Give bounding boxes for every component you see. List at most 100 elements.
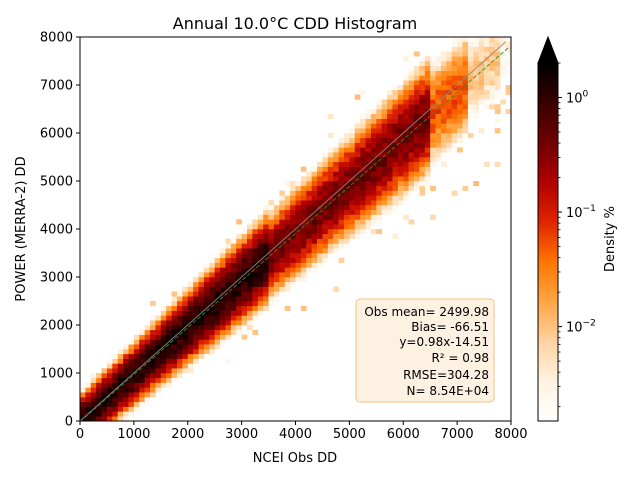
heatmap-cell-sparse [171,291,178,297]
heatmap-cell [484,37,490,43]
heatmap-cell [349,128,356,134]
heatmap-cell [327,176,334,182]
heatmap-cell [397,185,404,191]
heatmap-cell [360,185,366,191]
heatmap-cell [300,248,307,254]
heatmap-cell [397,137,404,143]
heatmap-cell [306,200,312,206]
heatmap-cell [171,373,178,379]
heatmap-cell [176,325,183,331]
heatmap-cell [397,181,404,187]
heatmap-cell [376,185,382,191]
heatmap-cell-sparse [484,161,490,167]
heatmap-cell [263,233,269,239]
heatmap-cell-sparse [327,133,334,139]
heatmap-cell [343,200,350,206]
heatmap-cell [333,185,339,191]
heatmap-cell [236,301,242,307]
heatmap-cell [311,229,318,235]
heatmap-cell [408,176,415,182]
heatmap-cell-sparse [430,214,436,220]
heatmap-cell [397,152,404,158]
heatmap-cell [273,262,280,268]
heatmap-cell [306,209,312,215]
heatmap-cell [349,214,356,220]
heatmap-cell [295,195,302,201]
heatmap-cell [403,157,409,163]
heatmap-cell [241,262,248,268]
heatmap-cell [354,195,361,201]
heatmap-cell [300,262,307,268]
heatmap-cell [403,176,409,182]
heatmap-cell [387,166,393,172]
heatmap-cell [322,190,329,196]
heatmap-cell [392,205,399,211]
heatmap-cell [408,104,415,110]
heatmap-cell-sparse [225,358,232,364]
heatmap-cell [370,200,377,206]
heatmap-cell [333,195,339,201]
heatmap-cell [430,109,436,115]
heatmap-cell [505,37,511,43]
heatmap-cell [230,310,237,316]
heatmap-cell [252,315,259,321]
heatmap-cell [403,118,409,124]
heatmap-cell [376,137,382,143]
heatmap-cell [462,133,469,139]
heatmap-cell [317,176,323,182]
heatmap-cell [220,296,226,302]
heatmap-cell [273,209,280,215]
heatmap-cell [284,243,291,249]
heatmap-cell [376,190,382,196]
heatmap-cell [414,80,420,86]
heatmap-cell [166,344,172,350]
heatmap-cell [101,382,108,388]
heatmap-cell [150,334,156,340]
heatmap-cell-sparse [419,190,426,196]
heatmap-cell [392,113,399,119]
heatmap-cell [128,382,135,388]
heatmap-cell [252,281,259,287]
heatmap-cell [150,373,156,379]
heatmap-cell [322,257,329,263]
heatmap-cell [112,377,119,383]
heatmap-cell [435,80,442,86]
heatmap-cell [257,286,264,292]
heatmap-cell [408,185,415,191]
heatmap-cell [462,128,469,134]
heatmap-cell [376,147,382,153]
heatmap-cell [473,85,479,91]
heatmap-cell [419,65,426,71]
heatmap-cell [193,325,199,331]
heatmap-cell [273,272,280,278]
heatmap-cell [430,65,436,71]
heatmap-cell [182,358,189,364]
heatmap-cell [435,65,442,71]
heatmap-cell [295,262,302,268]
heatmap-cell [408,157,415,163]
heatmap-cell [354,219,361,225]
heatmap-cell [403,137,409,143]
heatmap-cell [467,56,474,62]
heatmap-cell [198,277,205,283]
heatmap-cell [478,56,485,62]
heatmap-cell [182,315,189,321]
heatmap-cell [150,344,156,350]
heatmap-cell [96,392,102,398]
heatmap-cell [343,214,350,220]
heatmap-cell [322,152,329,158]
heatmap-cell [430,123,436,129]
heatmap-cell [397,142,404,148]
heatmap-cell [236,267,242,273]
heatmap-cell [414,142,420,148]
heatmap-cell [387,190,393,196]
heatmap-cell [214,320,221,326]
heatmap-cell [424,176,431,182]
heatmap-cell [494,94,501,100]
heatmap-cell [354,166,361,172]
heatmap-cell [279,200,286,206]
heatmap-cell [446,128,453,134]
heatmap-cell [203,291,210,297]
heatmap-cell [279,262,286,268]
